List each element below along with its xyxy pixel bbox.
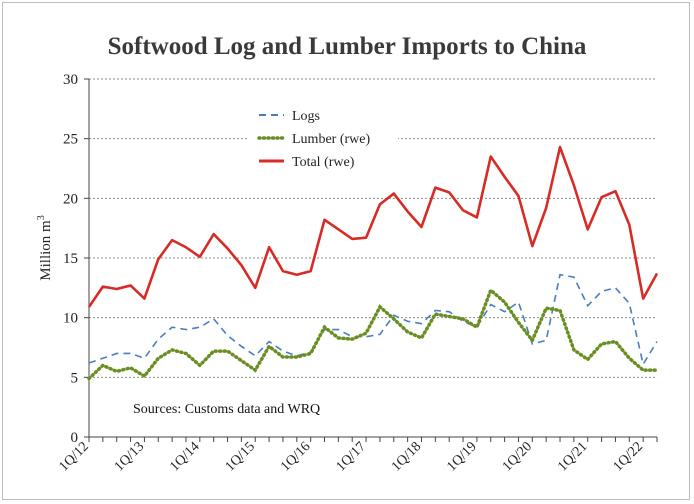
series-line-total-rwe [87,145,659,308]
x-tick-label: 1Q/16 [278,439,313,474]
x-tick-label: 1Q/18 [389,439,424,474]
series-line-lumber-rwe [87,287,659,381]
y-axis-label-text: Million m [38,220,54,281]
y-tick-label: 25 [63,132,78,148]
y-tick-labels: 0 5 10 15 20 25 30 [63,72,78,446]
legend: Logs Lumber (rwe) Total (rwe) [248,102,398,174]
x-tick-label: 1Q/21 [555,439,590,474]
x-tick-label: 1Q/19 [444,439,479,474]
y-tick-label: 5 [71,370,79,386]
x-tick-label: 1Q/17 [334,439,369,474]
y-tick-label: 20 [63,191,78,207]
y-tick-label: 0 [71,430,79,446]
chart-frame [2,2,690,500]
series-lines [87,145,659,381]
sources-annotation: Sources: Customs data and WRQ [133,402,320,417]
series-line-logs [88,273,658,367]
x-tick-label: 1Q/22 [611,439,646,474]
y-tick-label: 30 [63,72,78,88]
x-tick-label: 1Q/15 [223,439,258,474]
legend-label-logs: Logs [292,109,320,124]
y-axis-label-superscript: 3 [36,215,47,220]
legend-label-lumber: Lumber (rwe) [292,132,370,147]
y-axis-label: Million m3 [36,215,54,280]
x-tick-label: 1Q/13 [112,439,147,474]
legend-label-total: Total (rwe) [292,155,355,170]
chart-title: Softwood Log and Lumber Imports to China [108,33,587,60]
x-tick-label: 1Q/20 [500,439,535,474]
y-tick-label: 15 [63,251,78,267]
y-tick-label: 10 [63,311,78,327]
x-tick-labels: 1Q/12 1Q/13 1Q/14 1Q/15 1Q/16 1Q/17 1Q/18 1Q/19… [56,439,646,474]
x-tick-label: 1Q/14 [167,439,202,474]
